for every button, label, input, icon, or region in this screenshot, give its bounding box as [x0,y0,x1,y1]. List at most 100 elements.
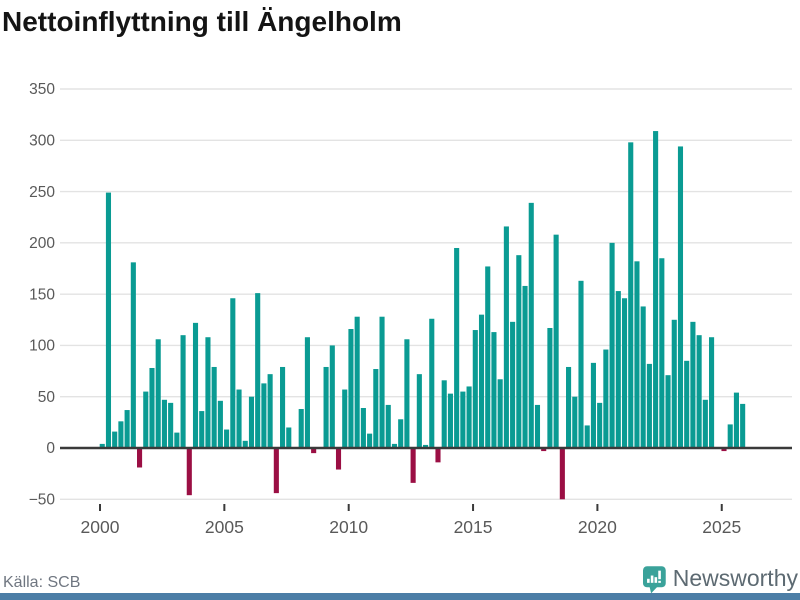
bar-2005-q3 [236,389,242,448]
bar-2017-q1 [522,285,528,448]
bar-2008-q1 [298,409,304,448]
bar-2002-q2 [155,339,161,448]
y-axis-label-100: 100 [29,338,55,355]
bar-2005-q2 [230,298,236,448]
bar-2014-q2 [454,247,460,448]
bar-2022-q1 [646,363,652,448]
bar-2002-q4 [168,402,174,448]
y-axis-label-0: 0 [46,440,55,457]
bar-2001-q4 [143,391,149,448]
bar-2025-q2 [727,424,733,448]
bar-2013-q2 [429,318,435,448]
bar-2011-q1 [373,369,379,448]
bar-2000-q1 [99,443,105,448]
bar-2022-q3 [659,258,665,448]
bar-2016-q1 [497,379,503,448]
newsworthy-icon [643,566,666,594]
bar-2012-q3 [410,448,416,483]
bar-2022-q2 [653,131,659,448]
bar-2021-q2 [628,142,634,448]
bar-2016-q4 [516,255,522,448]
bar-2019-q2 [578,280,584,448]
bar-2012-q2 [404,339,410,448]
bar-2010-q4 [367,433,373,448]
bar-2001-q1 [124,410,130,448]
bar-2024-q3 [709,337,715,448]
bar-2000-q2 [105,192,112,448]
bar-2023-q2 [677,146,684,448]
bar-2012-q1 [398,419,404,448]
bar-2019-q3 [584,425,590,448]
bar-2015-q3 [485,266,491,448]
bar-2006-q4 [267,374,273,448]
bar-2011-q4 [391,443,398,448]
bar-2021-q1 [621,298,628,448]
bar-2015-q4 [491,332,497,448]
bar-2006-q3 [261,383,267,448]
bar-2014-q3 [460,391,466,448]
bar-2004-q4 [217,400,223,448]
bar-2019-q1 [572,396,578,448]
bar-2001-q2 [130,262,136,448]
y-axis-label--50: −50 [29,491,56,508]
bar-2012-q4 [416,374,422,448]
x-axis-label-2010: 2010 [329,517,368,537]
bar-2022-q4 [665,375,671,448]
bar-2000-q3 [112,431,118,448]
bar-2023-q3 [684,360,690,448]
bar-2007-q1 [273,448,279,494]
bar-2004-q2 [205,337,211,448]
bar-2013-q3 [435,448,441,463]
bar-2011-q2 [379,316,385,448]
bar-2003-q1 [174,432,180,448]
y-axis-label-200: 200 [29,235,55,252]
bar-2011-q3 [385,404,391,448]
bar-2014-q4 [466,386,472,448]
bar-2002-q3 [161,399,167,448]
bar-2004-q1 [199,411,205,448]
bar-2018-q1 [547,327,553,448]
bar-2005-q1 [224,429,230,448]
bar-2008-q2 [304,337,310,448]
bar-2002-q1 [149,367,155,448]
bar-2020-q3 [609,242,615,448]
bar-2020-q1 [597,402,603,448]
bar-2017-q3 [534,404,541,448]
bar-2017-q2 [528,202,534,448]
bar-2024-q1 [696,335,702,448]
bar-2025-q1 [721,448,727,452]
bar-2006-q1 [248,396,255,448]
bar-2003-q3 [186,448,192,496]
bar-2018-q3 [559,448,565,500]
bar-2007-q2 [280,366,286,448]
y-axis-label-50: 50 [38,389,56,406]
bar-2023-q1 [671,319,677,448]
x-axis-label-2000: 2000 [81,517,120,537]
y-axis-label-250: 250 [29,184,55,201]
bar-2013-q1 [423,444,429,448]
bar-2010-q1 [348,329,354,448]
bar-2018-q2 [553,234,559,448]
bar-2006-q2 [255,293,261,448]
bar-2003-q4 [192,322,199,448]
bottom-accent-strip [0,593,800,600]
bar-2000-q4 [118,421,124,448]
bar-2020-q4 [615,291,621,448]
bar-2009-q1 [323,366,329,448]
bar-2010-q2 [354,316,360,448]
bar-2016-q3 [510,321,516,448]
bar-2016-q2 [503,226,509,448]
x-axis-label-2015: 2015 [454,517,493,537]
bar-2017-q4 [541,448,547,452]
bar-2010-q3 [360,407,366,448]
y-axis-label-300: 300 [29,132,55,149]
bar-2023-q4 [690,321,696,448]
bar-2013-q4 [441,380,447,448]
bar-2025-q4 [740,403,746,448]
bar-2009-q2 [329,345,335,448]
bar-2021-q3 [634,261,640,448]
bar-2020-q2 [603,349,609,448]
bar-2004-q3 [211,366,217,448]
y-axis-label-350: 350 [29,81,55,98]
